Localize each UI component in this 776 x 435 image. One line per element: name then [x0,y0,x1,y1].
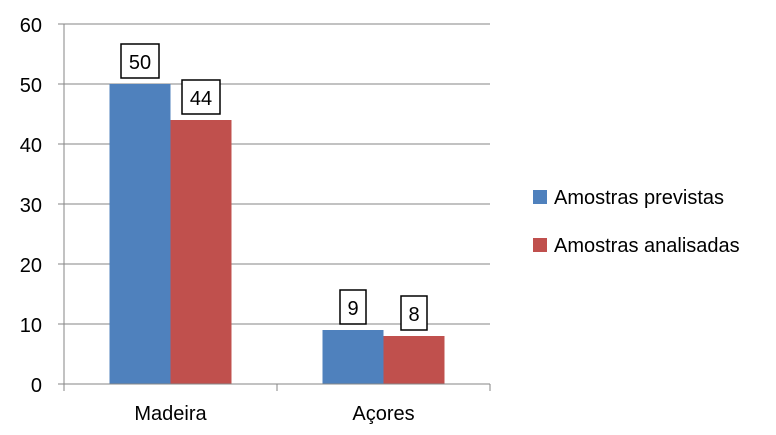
y-tick-label: 20 [20,255,42,277]
y-tick-label: 40 [20,135,42,157]
legend-layer: Amostras previstas Amostras analisadas [533,187,740,257]
data-label: 8 [408,304,419,326]
x-tick-label: Açores [352,403,414,425]
data-label: 50 [129,52,151,74]
x-tick-label: Madeira [134,403,207,425]
legend-label: Amostras analisadas [554,235,740,257]
legend-swatch [533,190,547,204]
bar-layer [109,84,445,384]
data-label-box [181,79,221,115]
y-tick-label: 0 [31,375,42,397]
legend-label: Amostras previstas [554,187,724,209]
y-tick-label: 60 [20,15,42,37]
bar [383,336,445,384]
data-label-box [400,295,428,331]
label-layer: 50 44 9 8 [120,43,428,331]
data-label: 44 [190,88,212,110]
legend-swatch [533,238,547,252]
y-tick-label: 50 [20,75,42,97]
data-label-box [339,289,367,325]
y-tick-label: 10 [20,315,42,337]
axis-layer: 0 10 20 30 40 50 60 Madeira Açores [20,15,491,425]
data-label-box [120,43,160,79]
bar [322,330,384,384]
y-tick-label: 30 [20,195,42,217]
data-label: 9 [347,298,358,320]
bar [170,120,232,384]
bar [109,84,171,384]
